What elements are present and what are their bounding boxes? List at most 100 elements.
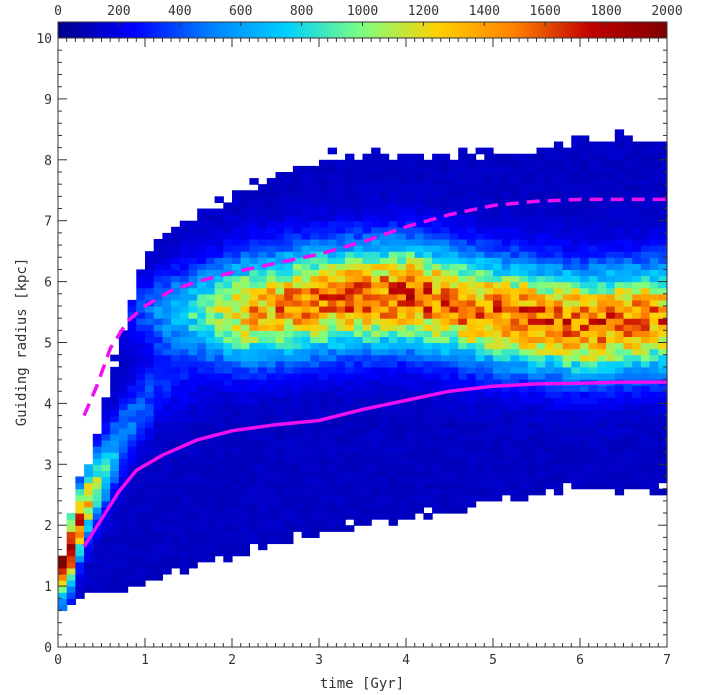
heatmap-cell bbox=[597, 159, 607, 167]
heatmap-cell bbox=[640, 482, 651, 490]
heatmap-cell bbox=[388, 360, 398, 368]
heatmap-cell bbox=[336, 336, 346, 344]
heatmap-cell bbox=[614, 318, 625, 325]
heatmap-cell bbox=[614, 293, 625, 301]
heatmap-cell bbox=[588, 214, 598, 222]
heatmap-cell bbox=[118, 360, 129, 368]
heatmap-cell bbox=[240, 275, 250, 283]
heatmap-cell bbox=[310, 263, 320, 271]
heatmap-cell bbox=[406, 494, 416, 502]
heatmap-cell bbox=[240, 299, 250, 307]
heatmap-cell bbox=[205, 257, 216, 264]
heatmap-cell bbox=[545, 190, 555, 197]
heatmap-cell bbox=[623, 214, 633, 222]
heatmap-cell bbox=[205, 513, 216, 520]
heatmap-cell bbox=[501, 348, 511, 356]
heatmap-cell bbox=[345, 446, 355, 453]
heatmap-cell bbox=[597, 184, 607, 191]
heatmap-cell bbox=[266, 366, 277, 374]
heatmap-cell bbox=[284, 336, 294, 344]
heatmap-cell bbox=[493, 305, 503, 313]
heatmap-cell bbox=[362, 208, 372, 216]
heatmap-cell bbox=[553, 226, 564, 234]
heatmap-cell bbox=[397, 433, 407, 441]
heatmap-cell bbox=[345, 305, 355, 313]
heatmap-cell bbox=[397, 385, 407, 392]
heatmap-cell bbox=[632, 415, 642, 423]
heatmap-cell bbox=[484, 464, 494, 471]
heatmap-cell bbox=[623, 159, 633, 167]
heatmap-cell bbox=[440, 269, 451, 277]
heatmap-cell bbox=[397, 415, 407, 423]
heatmap-cell bbox=[414, 427, 424, 435]
heatmap-cell bbox=[458, 214, 468, 222]
heatmap-cell bbox=[179, 372, 190, 380]
heatmap-cell bbox=[553, 251, 564, 258]
heatmap-cell bbox=[118, 580, 129, 587]
heatmap-cell bbox=[493, 464, 503, 471]
heatmap-cell bbox=[658, 190, 668, 197]
heatmap-cell bbox=[606, 324, 616, 331]
heatmap-cell bbox=[553, 299, 564, 307]
heatmap-cell bbox=[632, 330, 642, 338]
heatmap-cell bbox=[214, 506, 224, 514]
heatmap-cell bbox=[580, 470, 590, 478]
heatmap-cell bbox=[379, 336, 390, 344]
heatmap-cell bbox=[162, 482, 172, 490]
heatmap-cell bbox=[292, 427, 303, 435]
heatmap-cell bbox=[284, 171, 294, 179]
heatmap-cell bbox=[136, 549, 146, 557]
heatmap-cell bbox=[536, 470, 546, 478]
heatmap-cell bbox=[614, 324, 625, 331]
heatmap-cell bbox=[284, 202, 294, 210]
heatmap-cell bbox=[571, 427, 581, 435]
heatmap-cell bbox=[493, 342, 503, 350]
heatmap-cell bbox=[145, 324, 155, 331]
heatmap-cell bbox=[614, 153, 625, 161]
heatmap-cell bbox=[553, 245, 564, 252]
heatmap-cell bbox=[292, 439, 303, 447]
heatmap-cell bbox=[301, 257, 311, 264]
heatmap-cell bbox=[458, 330, 468, 338]
heatmap-cell bbox=[240, 305, 250, 313]
heatmap-cell bbox=[458, 165, 468, 173]
heatmap-cell bbox=[319, 305, 329, 313]
heatmap-cell bbox=[353, 433, 364, 441]
heatmap-cell bbox=[310, 208, 320, 216]
heatmap-cell bbox=[162, 433, 172, 441]
heatmap-cell bbox=[614, 202, 625, 210]
heatmap-cell bbox=[266, 397, 277, 404]
heatmap-cell bbox=[562, 421, 572, 429]
heatmap-cell bbox=[223, 257, 233, 264]
heatmap-cell bbox=[414, 232, 424, 240]
heatmap-cell bbox=[406, 171, 416, 179]
heatmap-cell bbox=[406, 238, 416, 246]
heatmap-cell bbox=[484, 354, 494, 362]
heatmap-cell bbox=[527, 202, 538, 210]
heatmap-cell bbox=[519, 232, 529, 240]
heatmap-cell bbox=[188, 488, 198, 496]
heatmap-cell bbox=[606, 141, 616, 149]
heatmap-cell bbox=[353, 488, 364, 496]
heatmap-cell bbox=[171, 226, 181, 234]
heatmap-cell bbox=[92, 482, 103, 490]
heatmap-cell bbox=[501, 488, 511, 496]
heatmap-cell bbox=[197, 220, 207, 228]
heatmap-cell bbox=[658, 293, 668, 301]
heatmap-cell bbox=[214, 488, 224, 496]
heatmap-cell bbox=[432, 360, 442, 368]
heatmap-cell bbox=[388, 464, 398, 471]
heatmap-cell bbox=[397, 494, 407, 502]
heatmap-cell bbox=[240, 324, 250, 331]
heatmap-cell bbox=[92, 513, 103, 520]
heatmap-cell bbox=[588, 464, 598, 471]
heatmap-cell bbox=[440, 433, 451, 441]
heatmap-cell bbox=[571, 269, 581, 277]
heatmap-cell bbox=[466, 165, 477, 173]
heatmap-cell bbox=[284, 458, 294, 465]
heatmap-cell bbox=[475, 232, 485, 240]
heatmap-cell bbox=[414, 506, 424, 514]
heatmap-cell bbox=[240, 379, 250, 386]
heatmap-cell bbox=[501, 318, 511, 325]
heatmap-cell bbox=[649, 202, 659, 210]
